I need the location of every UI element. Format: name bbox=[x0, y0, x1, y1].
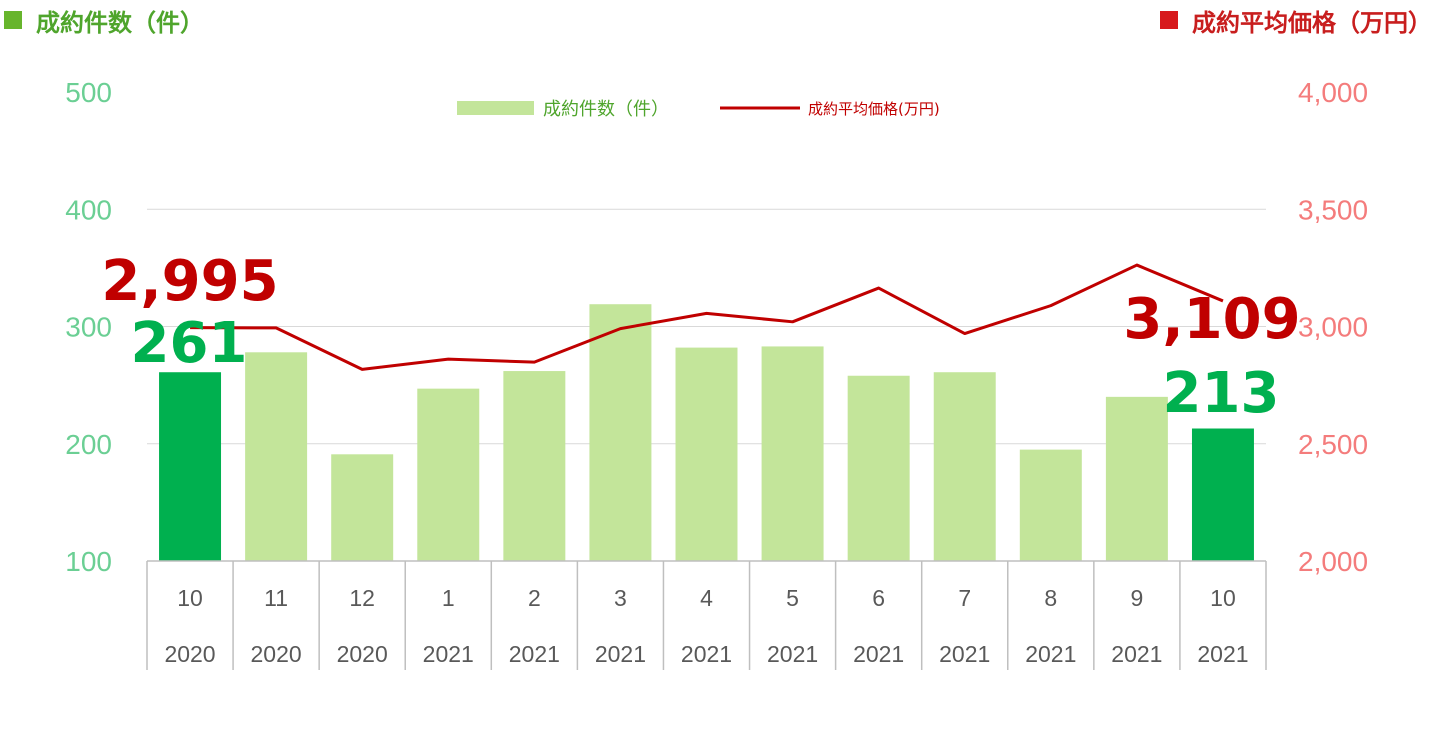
bar bbox=[503, 371, 566, 561]
x-tick-label-year: 2021 bbox=[853, 641, 904, 667]
bar bbox=[761, 346, 824, 561]
right-tick-label: 4,000 bbox=[1298, 77, 1368, 108]
x-tick-label-month: 6 bbox=[872, 585, 885, 611]
left-tick-label: 100 bbox=[65, 546, 112, 577]
right-tick-label: 2,000 bbox=[1298, 546, 1368, 577]
left-tick-label: 500 bbox=[65, 77, 112, 108]
right-tick-label: 3,000 bbox=[1298, 312, 1368, 343]
bar bbox=[847, 375, 910, 561]
left-tick-label: 300 bbox=[65, 312, 112, 343]
bar bbox=[675, 347, 738, 561]
legend-bar-swatch bbox=[457, 101, 534, 115]
x-tick-label-year: 2021 bbox=[681, 641, 732, 667]
bar-series bbox=[159, 304, 1254, 561]
green-square-icon bbox=[4, 11, 22, 29]
x-tick-label-year: 2020 bbox=[164, 641, 215, 667]
x-tick-label-month: 4 bbox=[700, 585, 713, 611]
x-tick-label-month: 8 bbox=[1044, 585, 1057, 611]
x-tick-label-month: 9 bbox=[1130, 585, 1143, 611]
x-tick-label-year: 2021 bbox=[595, 641, 646, 667]
x-tick-label-month: 3 bbox=[614, 585, 627, 611]
red-square-icon bbox=[1160, 11, 1178, 29]
x-tick-label-month: 11 bbox=[264, 585, 288, 611]
bar bbox=[331, 454, 394, 561]
left-axis-title: 成約件数（件） bbox=[36, 8, 204, 37]
left-axis-header: 成約件数（件） bbox=[4, 2, 204, 38]
legend-bar-label: 成約件数（件） bbox=[543, 99, 669, 120]
count-annotation: 261 bbox=[131, 311, 248, 376]
x-tick-label-year: 2021 bbox=[939, 641, 990, 667]
x-tick-label-year: 2020 bbox=[337, 641, 388, 667]
legend-line-label: 成約平均価格(万円) bbox=[808, 100, 940, 118]
x-tick-label-year: 2021 bbox=[1025, 641, 1076, 667]
right-axis-header: 成約平均価格（万円） bbox=[1160, 2, 1432, 38]
price-line bbox=[190, 263, 1224, 371]
right-tick-label: 2,500 bbox=[1298, 429, 1368, 460]
x-tick-label-month: 7 bbox=[958, 585, 971, 611]
bar bbox=[589, 304, 652, 561]
price-annotation: 3,109 bbox=[1123, 287, 1300, 352]
price-annotation: 2,995 bbox=[101, 249, 278, 314]
bar-highlight bbox=[159, 372, 222, 561]
bar bbox=[417, 388, 480, 561]
x-tick-label-year: 2021 bbox=[509, 641, 560, 667]
x-tick-label-year: 2021 bbox=[1197, 641, 1248, 667]
axes: 100 200 300 400 500 2,000 2,500 3,000 3,500 4,000… bbox=[65, 77, 1368, 670]
x-tick-label-year: 2021 bbox=[423, 641, 474, 667]
left-tick-label: 400 bbox=[65, 194, 112, 225]
left-tick-label: 200 bbox=[65, 429, 112, 460]
count-annotation: 213 bbox=[1163, 361, 1280, 426]
legend: 成約件数（件） 成約平均価格(万円) bbox=[457, 99, 940, 120]
bar bbox=[245, 352, 308, 561]
x-tick-label-month: 2 bbox=[528, 585, 541, 611]
x-tick-label-month: 12 bbox=[349, 585, 375, 611]
x-tick-label-month: 10 bbox=[177, 585, 203, 611]
line-series bbox=[190, 263, 1224, 371]
x-tick-label-year: 2020 bbox=[251, 641, 302, 667]
right-tick-label: 3,500 bbox=[1298, 194, 1368, 225]
x-tick-label-year: 2021 bbox=[1111, 641, 1162, 667]
right-axis-title: 成約平均価格（万円） bbox=[1192, 8, 1432, 37]
bar-highlight bbox=[1191, 428, 1254, 561]
x-tick-label-month: 10 bbox=[1210, 585, 1236, 611]
x-tick-label-month: 5 bbox=[786, 585, 799, 611]
x-tick-label-year: 2021 bbox=[767, 641, 818, 667]
x-tick-label-month: 1 bbox=[442, 585, 455, 611]
bar bbox=[1019, 449, 1082, 561]
bar bbox=[933, 372, 996, 561]
bar bbox=[1105, 396, 1168, 561]
